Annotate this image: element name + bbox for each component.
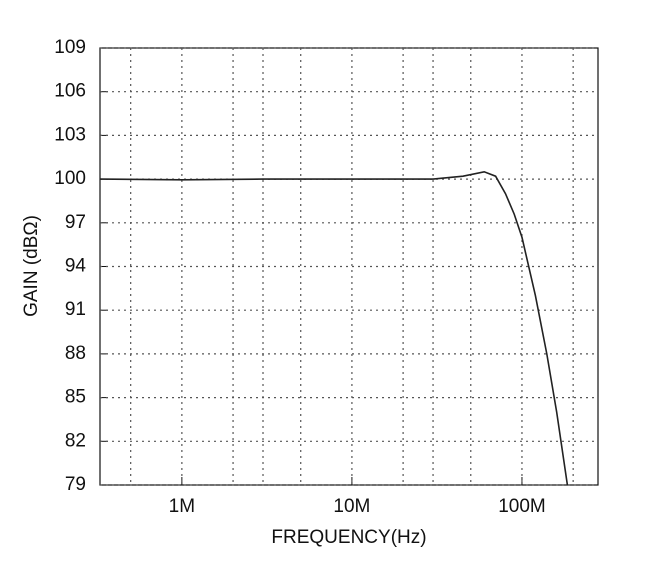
y-tick-label: 94 xyxy=(65,256,87,277)
y-tick-label: 88 xyxy=(65,343,86,364)
y-tick-label: 79 xyxy=(65,474,86,495)
y-tick-label: 91 xyxy=(65,299,86,320)
x-tick-label: 10M xyxy=(333,496,370,517)
y-tick-label: 82 xyxy=(65,430,86,451)
y-axis-label: GAIN (dBΩ) xyxy=(21,215,42,317)
y-tick-label: 103 xyxy=(54,124,86,145)
y-tick-label: 100 xyxy=(54,168,86,189)
data-line xyxy=(99,170,569,486)
y-tick-label: 106 xyxy=(54,81,86,102)
y-tick-label: 97 xyxy=(65,212,86,233)
plot-frame xyxy=(99,47,599,486)
x-tick-label: 1M xyxy=(169,496,195,517)
y-tick-label: 85 xyxy=(65,387,86,408)
y-tick-label: 109 xyxy=(54,37,86,58)
x-axis-label: FREQUENCY(Hz) xyxy=(271,527,426,548)
x-tick-label: 100M xyxy=(498,496,546,517)
